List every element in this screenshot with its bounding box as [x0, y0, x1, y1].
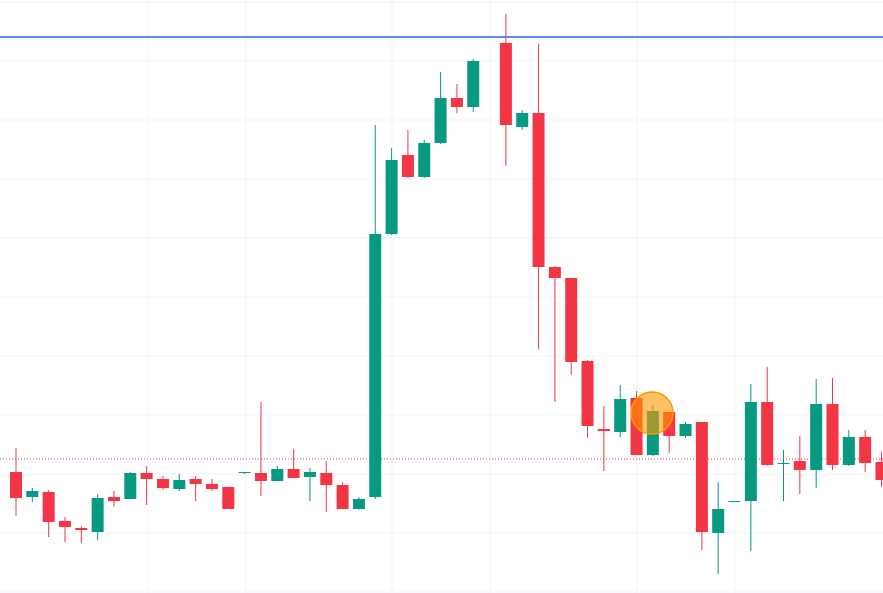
- candle-body: [467, 61, 480, 107]
- candle-body: [875, 462, 883, 480]
- candle-body: [42, 492, 55, 522]
- candle-body: [10, 472, 22, 498]
- candle-body: [401, 155, 414, 177]
- candle-body: [597, 429, 610, 431]
- candle-body: [418, 143, 431, 177]
- candle-body: [695, 422, 708, 532]
- candle-body: [548, 267, 561, 278]
- candle-body: [222, 487, 235, 509]
- candle-body: [173, 480, 186, 489]
- candle-body: [320, 473, 333, 485]
- candle-body: [761, 402, 774, 465]
- candle-body: [793, 461, 806, 470]
- candle-body: [287, 469, 300, 478]
- cursor-highlight: [630, 391, 674, 435]
- candle-body: [156, 479, 169, 488]
- candle-body: [565, 278, 578, 362]
- candle-body: [450, 98, 463, 107]
- candle-body: [336, 485, 349, 509]
- candle-body: [58, 521, 71, 527]
- candle-body: [238, 472, 251, 473]
- candle-body: [434, 98, 447, 143]
- candle-body: [728, 501, 741, 502]
- candle-body: [303, 472, 316, 477]
- candle-body: [826, 404, 839, 465]
- candle-body: [679, 424, 692, 436]
- candle-body: [581, 361, 594, 426]
- candle-body: [205, 484, 218, 489]
- candle-body: [744, 402, 757, 501]
- candle-body: [532, 113, 545, 267]
- candle-body: [777, 463, 790, 464]
- candle-body: [810, 404, 823, 470]
- candle-body: [91, 498, 104, 532]
- candle-body: [516, 113, 529, 127]
- candle-body: [124, 473, 137, 499]
- candle-body: [75, 528, 88, 530]
- candle-body: [140, 473, 153, 479]
- candle-body: [369, 234, 382, 497]
- candle-body: [254, 473, 267, 481]
- candle-body: [385, 160, 398, 234]
- candle-body: [499, 43, 512, 125]
- candle-body: [271, 469, 284, 481]
- candle-body: [614, 399, 627, 432]
- candle-body: [859, 437, 872, 463]
- candle-body: [842, 437, 855, 465]
- candle-body: [189, 479, 202, 484]
- candle-body: [712, 509, 725, 533]
- candle-body: [352, 499, 365, 509]
- candle-body: [26, 491, 39, 497]
- candle-body: [107, 497, 120, 501]
